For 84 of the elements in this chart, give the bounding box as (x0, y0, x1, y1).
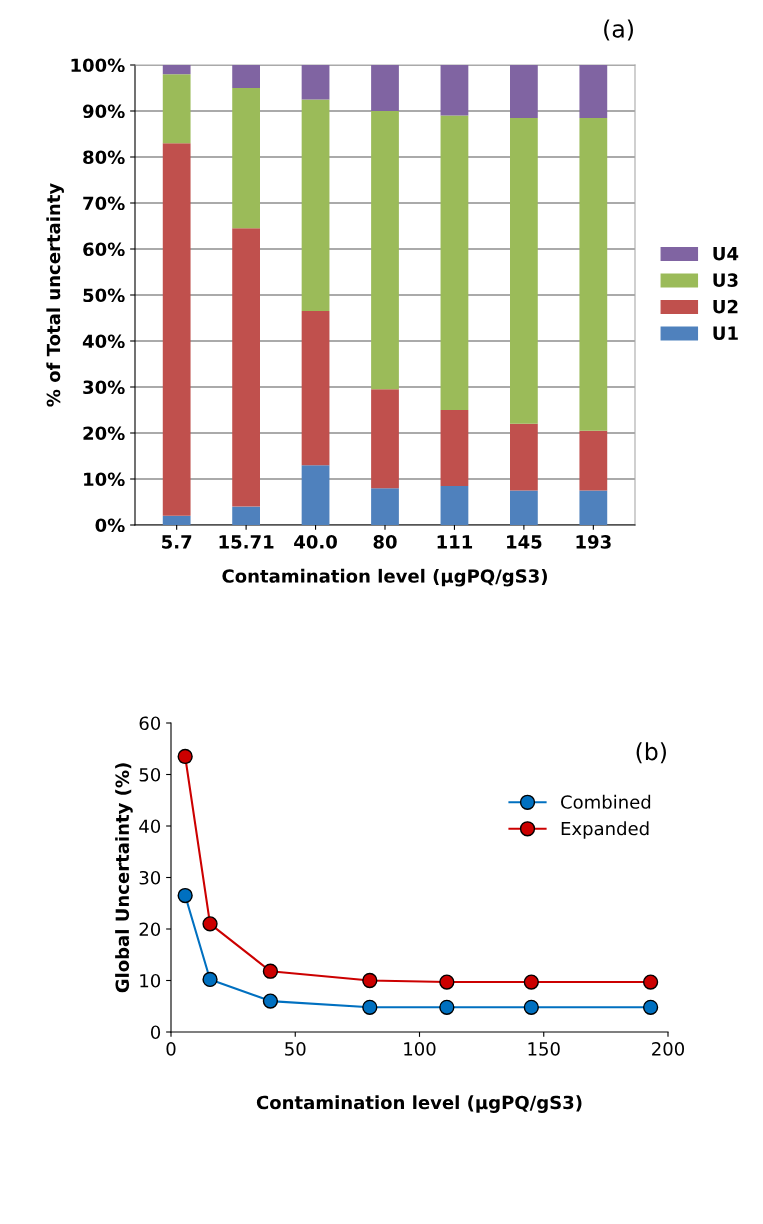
y-tick-label: 0% (95, 518, 125, 533)
y-axis-title: Global Uncertainty (%) (115, 763, 133, 993)
y-tick-label: 50% (83, 288, 125, 303)
y-tick-label: 90% (82, 104, 125, 119)
y-tick-label: 20 (139, 922, 161, 937)
point (262, 963, 279, 979)
bar (510, 65, 538, 118)
bar (371, 111, 399, 390)
legend-label: U1 (713, 326, 738, 340)
x-tick-label: 5.7 (162, 535, 192, 549)
x-tick-label: 50 (285, 1042, 306, 1056)
point (177, 887, 193, 904)
legend-label: U2 (713, 299, 738, 314)
point (202, 916, 218, 932)
bar (301, 311, 330, 466)
y-tick-label: 80% (83, 150, 125, 165)
point (362, 999, 378, 1015)
x-tick-label: 40.0 (294, 535, 337, 549)
x-tick-label: 200 (652, 1042, 685, 1056)
bar (162, 65, 191, 75)
bar (232, 65, 260, 88)
y-tick-label: 100% (71, 58, 125, 73)
legend-label: U4 (713, 247, 739, 261)
bar (371, 488, 399, 525)
bar (162, 143, 191, 516)
x-tick-label: 145 (507, 535, 542, 549)
x-axis-title: Contamination level (µgPQ/gS3) (256, 1095, 582, 1113)
bar (301, 99, 330, 312)
y-tick-label: 20% (83, 426, 125, 441)
bar (579, 117, 608, 431)
bar (579, 430, 608, 491)
bar (162, 515, 191, 525)
bar (579, 490, 608, 525)
y-tick-label: 40 (139, 819, 161, 834)
x-axis-title: Contamination level (µgPQ/gS3) (222, 568, 547, 587)
y-tick-label: 60% (83, 242, 125, 257)
x-tick-label: 15.71 (219, 535, 274, 549)
y-axis-title: % of Total uncertainty (46, 183, 64, 407)
bar (440, 115, 469, 410)
y-tick-label: 40% (82, 334, 125, 349)
bar (510, 490, 538, 525)
y-tick-label: 10% (84, 472, 125, 487)
x-tick-label: 150 (528, 1042, 560, 1056)
x-tick-label: 100 (404, 1042, 436, 1056)
y-tick-label: 70% (83, 196, 125, 211)
point (202, 971, 218, 988)
point (439, 999, 455, 1015)
bar (440, 410, 469, 486)
bar (232, 88, 260, 229)
bar (232, 506, 260, 525)
bar (371, 389, 399, 489)
point (439, 974, 455, 990)
bar (440, 65, 469, 116)
bar (510, 423, 538, 491)
y-tick-label: 30 (139, 870, 161, 885)
point (523, 974, 539, 990)
legend-label: Expanded (561, 821, 649, 839)
bar (510, 117, 538, 424)
y-tick-label: 10 (140, 973, 161, 988)
y-tick-label: 30% (83, 380, 125, 395)
text: (a) (604, 19, 633, 41)
point (642, 999, 659, 1015)
y-tick-label: 50 (139, 767, 161, 782)
bar (162, 74, 191, 144)
y-tick-label: 0 (150, 1025, 161, 1040)
bar (440, 485, 469, 525)
point (362, 972, 378, 989)
y-tick-label: 60 (139, 716, 161, 731)
legend-label: U3 (713, 273, 738, 287)
bar (301, 465, 330, 525)
annotation: (b) (636, 742, 666, 764)
bar (232, 228, 260, 507)
point (642, 974, 659, 990)
point (523, 999, 539, 1015)
point (262, 993, 279, 1009)
bar (371, 65, 399, 111)
bar (301, 65, 330, 100)
bar (579, 65, 608, 118)
legend-label: Combined (561, 794, 651, 809)
point (177, 748, 193, 765)
x-tick-label: 193 (576, 535, 611, 549)
x-tick-label: 111 (437, 535, 473, 549)
x-tick-label: 80 (373, 535, 397, 549)
x-tick-label: 0 (166, 1042, 176, 1056)
